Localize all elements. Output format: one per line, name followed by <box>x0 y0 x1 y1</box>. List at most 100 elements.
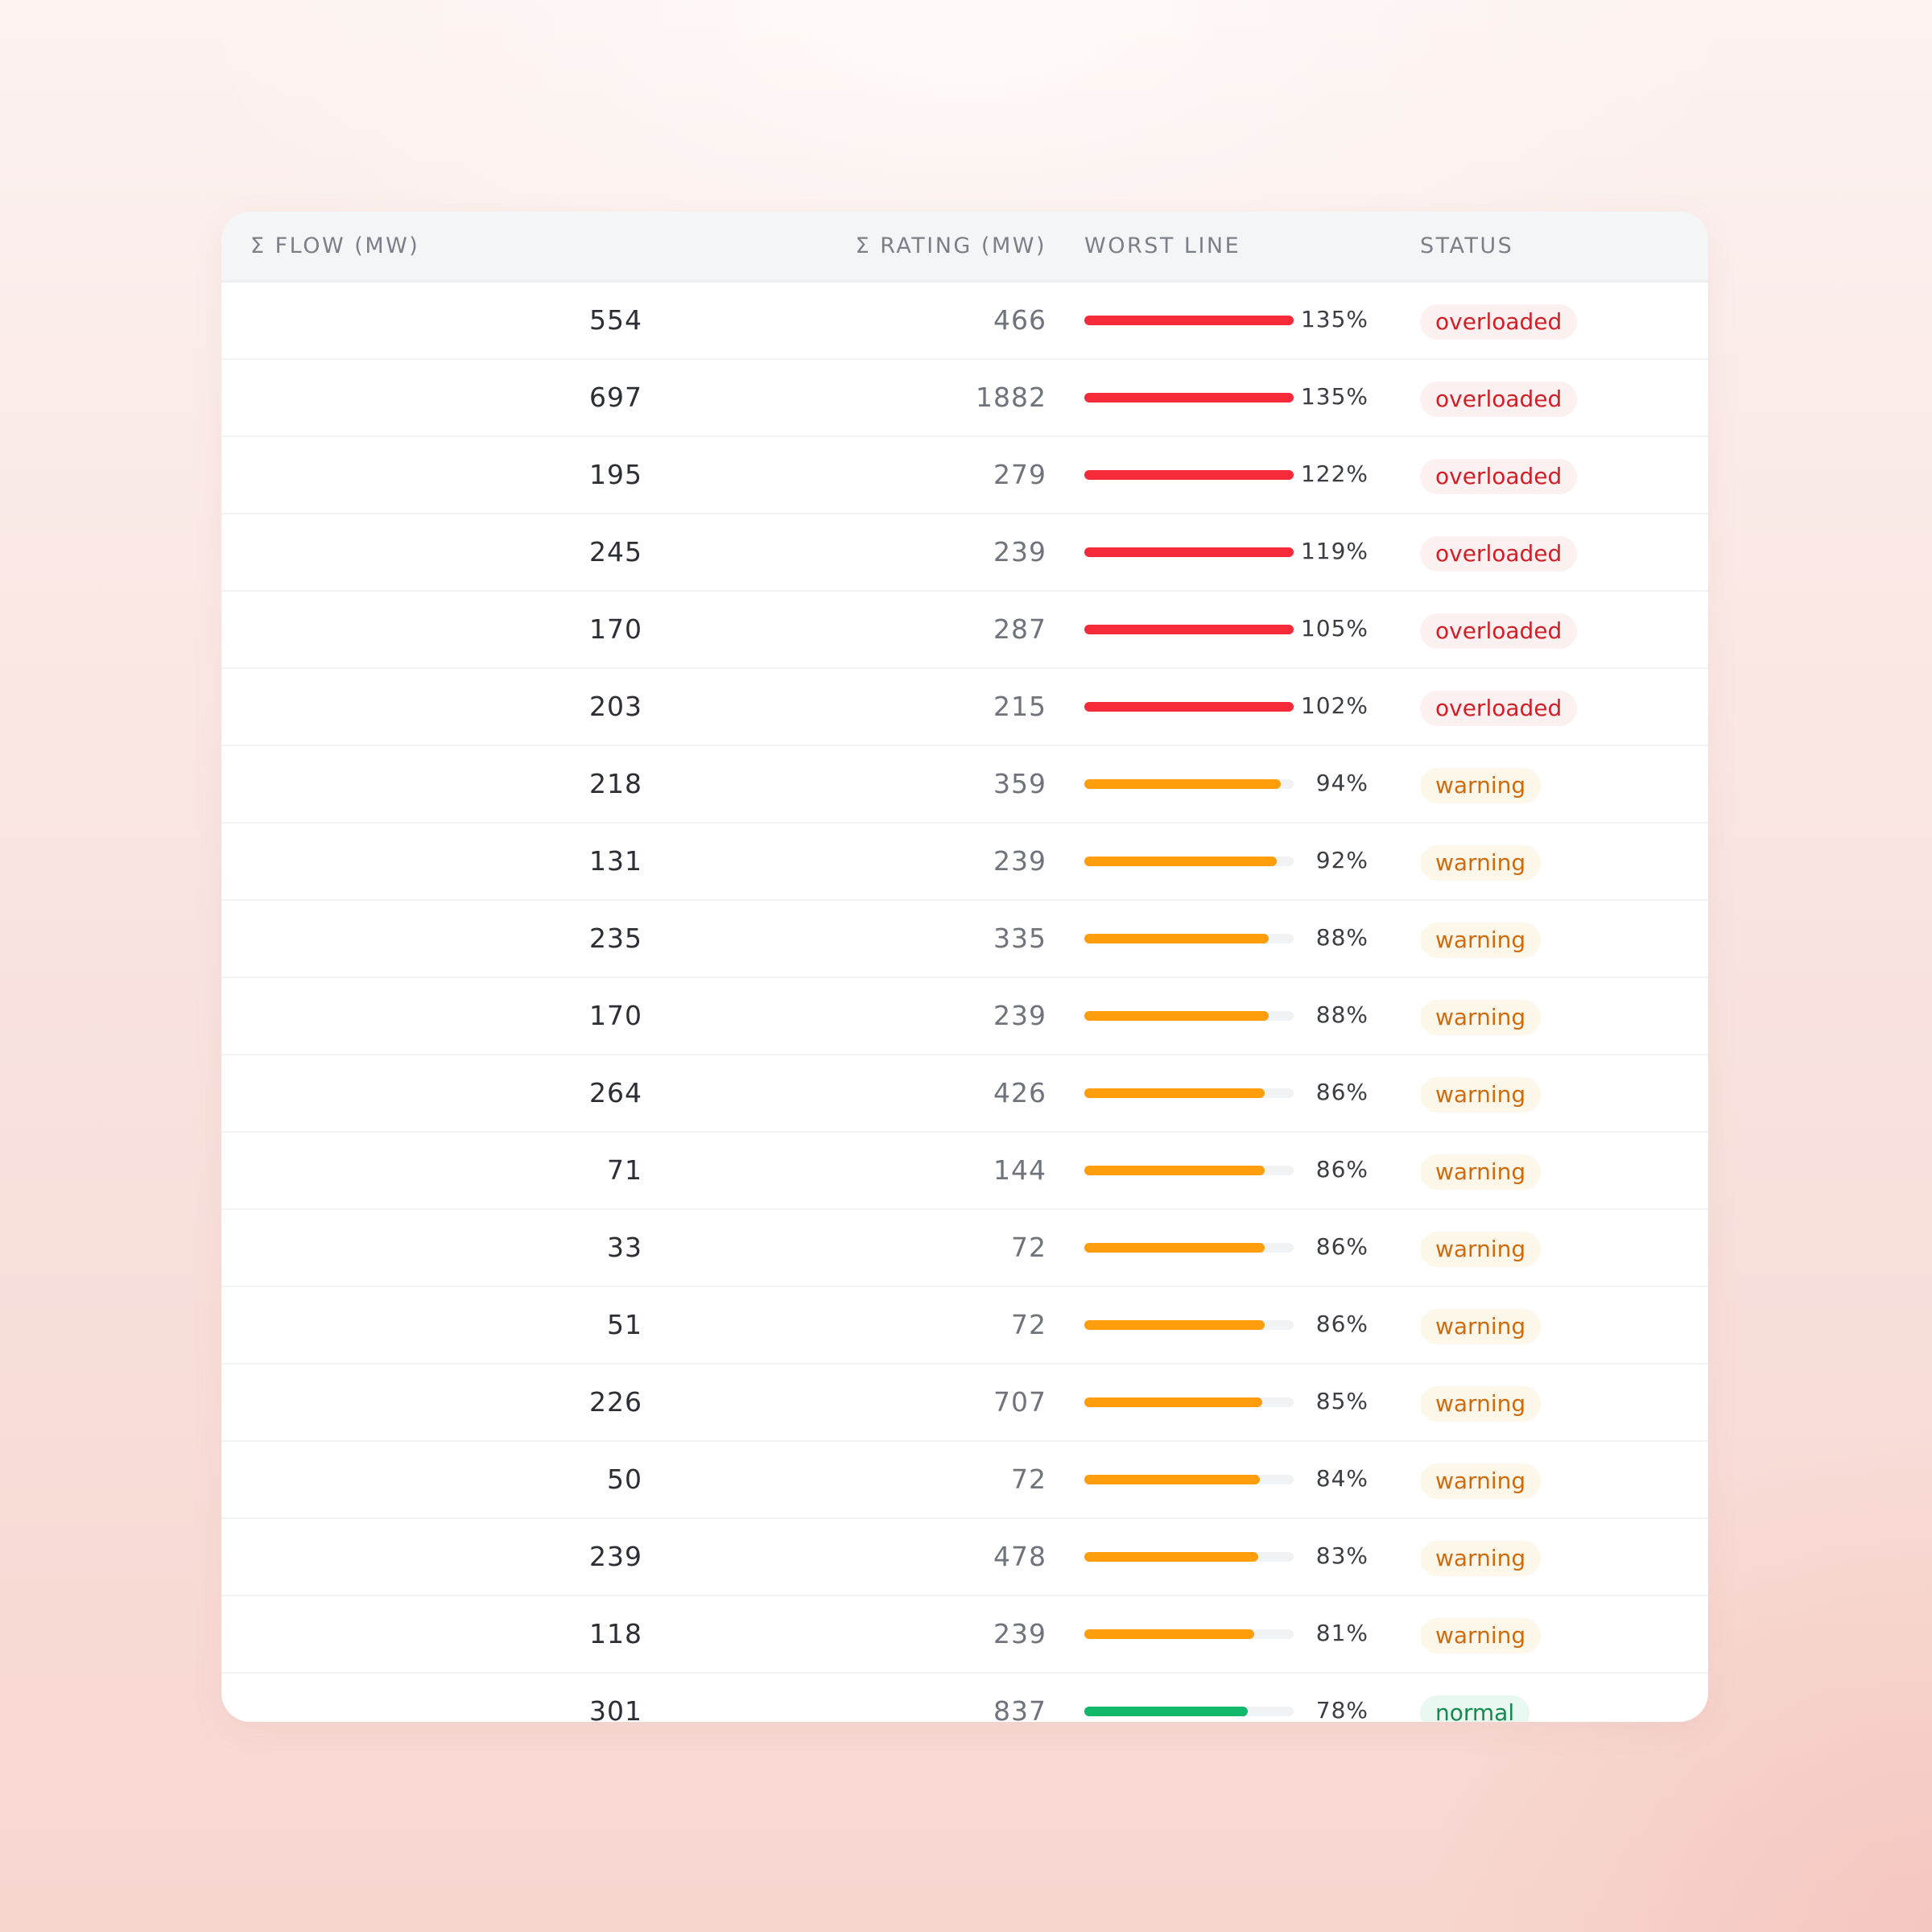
flow-cell: 195 <box>589 459 642 490</box>
table-row[interactable]: 697 1882 135% overloaded <box>221 360 1708 437</box>
rating-cell: 466 <box>993 304 1046 336</box>
table-row[interactable]: 554 466 135% overloaded <box>221 283 1708 360</box>
flow-cell: 170 <box>589 613 642 645</box>
rating-cell: 72 <box>1011 1309 1046 1340</box>
header-flow[interactable]: Σ FLOW (MW) <box>250 233 420 258</box>
worst-line-percent: 84% <box>1315 1465 1368 1492</box>
table-row[interactable]: 51 72 86% warning <box>221 1287 1708 1364</box>
worst-line-bar-fill <box>1084 1011 1269 1021</box>
worst-line-percent: 86% <box>1315 1233 1368 1260</box>
worst-line-bar-track <box>1084 1707 1294 1716</box>
status-badge: warning <box>1420 1077 1542 1113</box>
table-row[interactable]: 170 239 88% warning <box>221 978 1708 1055</box>
table-row[interactable]: 118 239 81% warning <box>221 1596 1708 1674</box>
status-badge: overloaded <box>1420 304 1578 340</box>
worst-line-bar-track <box>1084 316 1294 325</box>
worst-line-bar-fill <box>1084 1397 1262 1407</box>
worst-line-bar-fill <box>1084 1088 1265 1098</box>
table-row[interactable]: 245 239 119% overloaded <box>221 514 1708 592</box>
table-row[interactable]: 235 335 88% warning <box>221 901 1708 978</box>
status-badge: warning <box>1420 923 1542 958</box>
worst-line-bar-track <box>1084 1475 1294 1484</box>
worst-line-percent: 86% <box>1315 1311 1368 1337</box>
worst-line-bar-track <box>1084 1011 1294 1021</box>
header-rating[interactable]: Σ RATING (MW) <box>855 233 1046 258</box>
table-row[interactable]: 264 426 86% warning <box>221 1055 1708 1133</box>
table-body: 554 466 135% overloaded 697 1882 135% overloade… <box>221 283 1708 1722</box>
table-row[interactable]: 218 359 94% warning <box>221 746 1708 824</box>
worst-line-bar-fill <box>1084 1320 1265 1330</box>
worst-line-bar-track <box>1084 1088 1294 1098</box>
table-row[interactable]: 71 144 86% warning <box>221 1133 1708 1210</box>
worst-line-percent: 135% <box>1300 383 1368 410</box>
flow-cell: 33 <box>607 1232 642 1263</box>
table-row[interactable]: 195 279 122% overloaded <box>221 437 1708 514</box>
status-badge: warning <box>1420 1309 1542 1344</box>
worst-line-bar-track <box>1084 702 1294 712</box>
worst-line-bar-track <box>1084 857 1294 866</box>
rating-cell: 215 <box>993 691 1046 722</box>
rating-cell: 239 <box>993 1000 1046 1031</box>
status-badge: warning <box>1420 1386 1542 1422</box>
rating-cell: 287 <box>993 613 1046 645</box>
worst-line-bar-fill <box>1084 547 1294 557</box>
worst-line-bar-fill <box>1084 779 1282 789</box>
worst-line-percent: 122% <box>1300 460 1368 487</box>
worst-line-bar-fill <box>1084 316 1294 325</box>
worst-line-bar-fill <box>1084 1629 1254 1639</box>
table-row[interactable]: 203 215 102% overloaded <box>221 669 1708 746</box>
flow-cell: 203 <box>589 691 642 722</box>
header-status[interactable]: STATUS <box>1420 233 1514 258</box>
status-badge: overloaded <box>1420 382 1578 417</box>
status-badge: normal <box>1420 1695 1530 1722</box>
flow-cell: 218 <box>589 768 642 799</box>
table-row[interactable]: 226 707 85% warning <box>221 1364 1708 1442</box>
flow-cell: 239 <box>589 1541 642 1572</box>
worst-line-percent: 85% <box>1315 1388 1368 1414</box>
table-row[interactable]: 33 72 86% warning <box>221 1210 1708 1287</box>
flow-cell: 51 <box>607 1309 642 1340</box>
status-badge: overloaded <box>1420 536 1578 572</box>
lines-table-card: Σ FLOW (MW) Σ RATING (MW) WORST LINE STA… <box>221 212 1708 1722</box>
status-badge: warning <box>1420 845 1542 881</box>
worst-line-percent: 119% <box>1300 538 1368 564</box>
worst-line-bar-fill <box>1084 393 1294 402</box>
rating-cell: 359 <box>993 768 1046 799</box>
flow-cell: 245 <box>589 536 642 568</box>
flow-cell: 50 <box>607 1463 642 1495</box>
flow-cell: 131 <box>589 845 642 877</box>
worst-line-bar-track <box>1084 934 1294 943</box>
status-badge: warning <box>1420 768 1542 803</box>
worst-line-bar-track <box>1084 1629 1294 1639</box>
rating-cell: 239 <box>993 536 1046 568</box>
status-badge: warning <box>1420 1154 1542 1190</box>
worst-line-percent: 94% <box>1315 770 1368 796</box>
worst-line-percent: 78% <box>1315 1697 1368 1722</box>
worst-line-bar-track <box>1084 1397 1294 1407</box>
worst-line-bar-fill <box>1084 857 1278 866</box>
rating-cell: 144 <box>993 1154 1046 1186</box>
table-row[interactable]: 50 72 84% warning <box>221 1442 1708 1519</box>
worst-line-percent: 81% <box>1315 1620 1368 1646</box>
table-row[interactable]: 239 478 83% warning <box>221 1519 1708 1596</box>
worst-line-bar-track <box>1084 1552 1294 1562</box>
status-badge: warning <box>1420 1000 1542 1035</box>
table-row[interactable]: 301 837 78% normal <box>221 1674 1708 1722</box>
header-worst-line[interactable]: WORST LINE <box>1084 233 1241 258</box>
status-badge: overloaded <box>1420 613 1578 649</box>
status-badge: overloaded <box>1420 691 1578 726</box>
table-row[interactable]: 131 239 92% warning <box>221 824 1708 901</box>
status-badge: warning <box>1420 1463 1542 1499</box>
rating-cell: 239 <box>993 1618 1046 1649</box>
worst-line-bar-fill <box>1084 934 1269 943</box>
table-row[interactable]: 170 287 105% overloaded <box>221 592 1708 669</box>
worst-line-bar-track <box>1084 470 1294 480</box>
worst-line-percent: 88% <box>1315 1001 1368 1028</box>
worst-line-bar-track <box>1084 1320 1294 1330</box>
worst-line-bar-track <box>1084 1166 1294 1175</box>
worst-line-percent: 86% <box>1315 1079 1368 1105</box>
flow-cell: 264 <box>589 1077 642 1108</box>
rating-cell: 72 <box>1011 1232 1046 1263</box>
flow-cell: 301 <box>589 1695 642 1722</box>
worst-line-bar-track <box>1084 1243 1294 1253</box>
